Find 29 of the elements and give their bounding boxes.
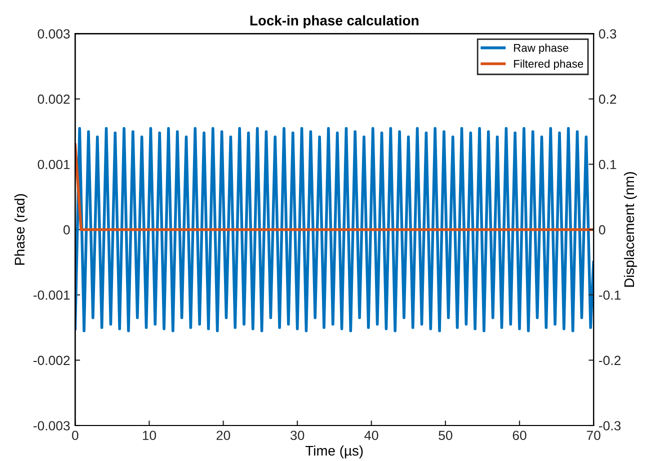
legend-label: Filtered phase — [514, 60, 584, 70]
y2-tick-label: -0.3 — [599, 421, 621, 430]
y2-tick-label: -0.2 — [599, 356, 620, 366]
y-tick-label: 0.003 — [38, 29, 70, 39]
y2-tick-label: -0.1 — [599, 290, 621, 300]
y2-tick-label: 0 — [598, 225, 606, 234]
y-tick-label: 0.001 — [38, 160, 70, 170]
x-tick-label: 30 — [290, 430, 304, 440]
x-tick-label: 60 — [512, 430, 526, 440]
y-tick-label: 0.002 — [38, 94, 70, 104]
line-series — [75, 126, 594, 332]
x-tick-label: 10 — [142, 430, 156, 440]
x-tick-label: 20 — [216, 430, 230, 440]
y2-tick-label: 0.3 — [598, 29, 616, 39]
x-axis-title: Time (µs) — [305, 445, 363, 458]
y-axis-title: Phase (rad) — [14, 194, 28, 265]
chart-title: Lock-in phase calculation — [250, 15, 418, 28]
legend-label: Raw phase — [514, 44, 568, 54]
y2-axis-title: Displacement (nm) — [624, 172, 637, 287]
y-tick-label: -0.003 — [33, 421, 70, 430]
y2-tick-label: 0.2 — [598, 94, 616, 104]
x-tick-label: 40 — [364, 430, 378, 440]
x-tick-label: 50 — [438, 430, 452, 440]
x-tick-label: 0 — [72, 430, 78, 440]
y-tick-label: -0.002 — [33, 356, 70, 366]
y-tick-label: -0.001 — [33, 290, 70, 300]
y-tick-label: 0 — [63, 225, 70, 234]
y2-tick-label: 0.1 — [598, 160, 616, 170]
x-tick-label: 70 — [586, 430, 600, 440]
